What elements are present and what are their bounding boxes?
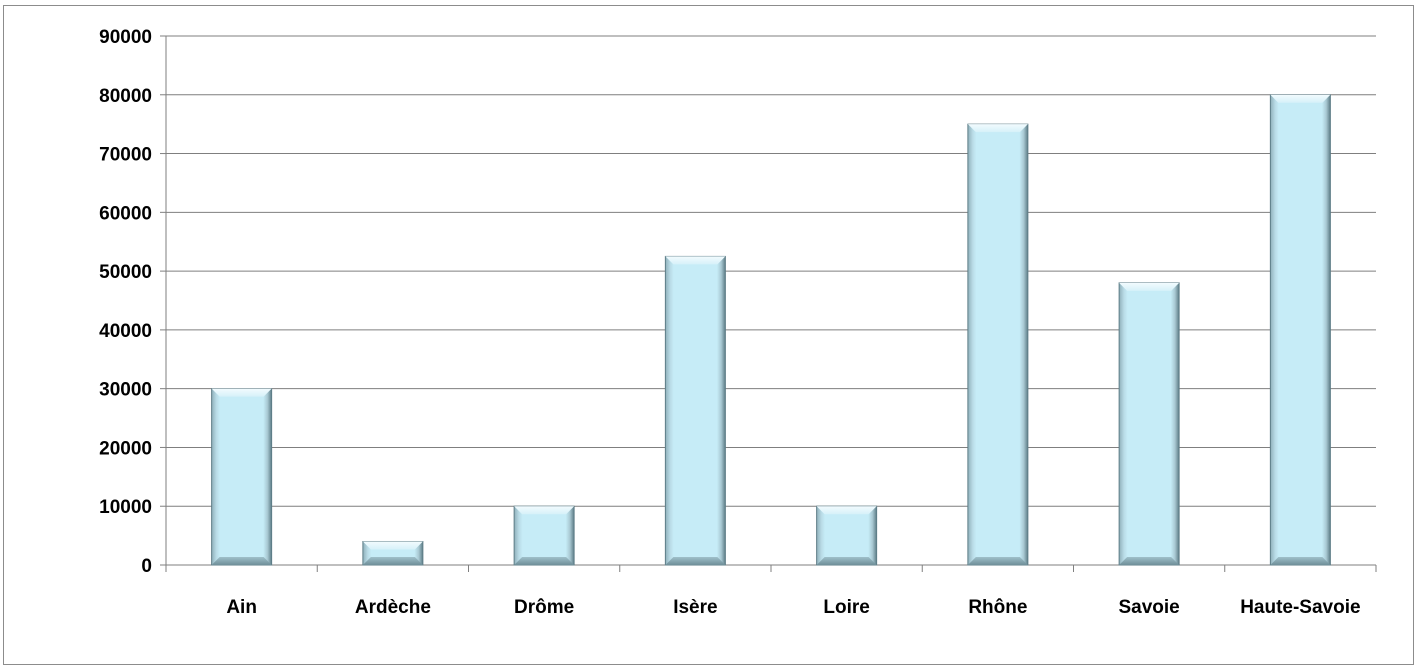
bar-body [1118, 282, 1180, 566]
bar-bottom-bevel [1119, 557, 1180, 565]
y-tick-label: 80000 [99, 86, 152, 107]
y-tick-label: 50000 [99, 262, 152, 283]
x-tick-label: Drôme [514, 597, 574, 618]
bar-body [967, 123, 1029, 566]
y-tick-label: 10000 [99, 497, 152, 518]
y-tick-labels: 0 10000 20000 30000 40000 50000 60000 70000 8000… [99, 27, 152, 577]
bar [816, 505, 878, 566]
bar-bottom-bevel [514, 557, 575, 565]
x-tick-label: Loire [823, 597, 869, 618]
bar-bottom-bevel [362, 557, 423, 565]
bar-body [664, 255, 726, 566]
y-tick-label: 70000 [99, 145, 152, 166]
bar [967, 123, 1029, 566]
x-tick-label: Ardèche [355, 597, 431, 618]
bar-bottom-bevel [816, 557, 877, 565]
x-tick-label: Ain [226, 597, 257, 618]
bar [513, 505, 575, 566]
y-tick-label: 40000 [99, 321, 152, 342]
x-tick-label: Isère [673, 597, 717, 618]
y-tick-label: 20000 [99, 438, 152, 459]
bar-body [1269, 94, 1331, 566]
bar-top-bevel [967, 124, 1028, 133]
chart-frame: 0 10000 20000 30000 40000 50000 60000 70000 8000… [3, 5, 1414, 665]
bar-bottom-bevel [1270, 557, 1331, 565]
y-tick-label: 0 [141, 556, 152, 577]
bar-top-bevel [514, 506, 575, 515]
bar-top-bevel [665, 256, 726, 265]
bar-body [513, 505, 575, 566]
bar [211, 388, 273, 566]
axes [160, 35, 1377, 572]
bar [1118, 282, 1180, 566]
bar-top-bevel [362, 541, 423, 550]
bar-top-bevel [1119, 282, 1180, 291]
y-tick-label: 30000 [99, 380, 152, 401]
bar [664, 255, 726, 566]
bars [211, 94, 1331, 566]
x-tick-labels: Ain Ardèche Drôme Isère Loire Rhône Savoie Haut… [226, 597, 1360, 618]
x-tick-label: Savoie [1118, 597, 1179, 618]
y-tick-label: 60000 [99, 203, 152, 224]
bar-top-bevel [211, 388, 272, 397]
x-tick-label: Haute-Savoie [1240, 597, 1360, 618]
bar-body [211, 388, 273, 566]
bar-top-bevel [1270, 94, 1331, 103]
bar [1269, 94, 1331, 566]
x-tick-label: Rhône [968, 597, 1027, 618]
bar-bottom-bevel [665, 557, 726, 565]
bar [362, 540, 424, 566]
gridlines [166, 35, 1376, 507]
y-tick-label: 90000 [99, 27, 152, 48]
bar-body [816, 505, 878, 566]
bar-bottom-bevel [211, 557, 272, 565]
bar-top-bevel [816, 506, 877, 515]
bar-chart: 0 10000 20000 30000 40000 50000 60000 70000 8000… [99, 27, 1377, 618]
bar-bottom-bevel [967, 557, 1028, 565]
